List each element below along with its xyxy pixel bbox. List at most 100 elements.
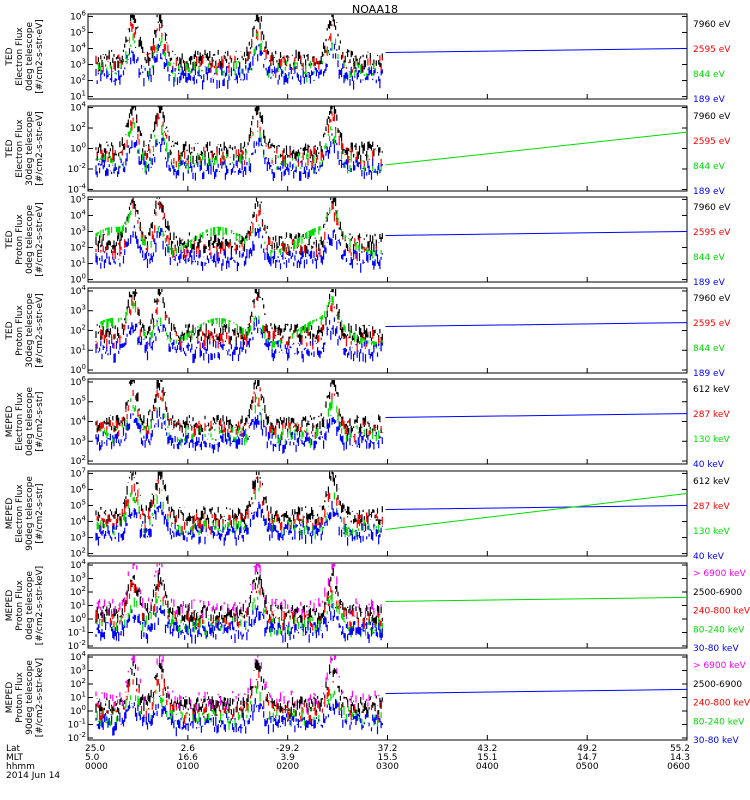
- series-trace: [95, 225, 383, 273]
- y-axis-label-line: MEPED: [5, 498, 15, 530]
- legend-entry: > 6900 keV: [693, 569, 747, 579]
- y-axis-label-line: MEPED: [5, 590, 15, 622]
- x-tick-label: 37.2: [377, 744, 397, 754]
- y-axis-label-line: [#/cm2-s-str-eV]: [35, 202, 45, 277]
- y-axis-label-line: 0deg telescope: [25, 571, 35, 641]
- series-blue: [95, 317, 383, 364]
- legend-entry: 240-800 keV: [693, 607, 750, 617]
- panel-5: 102 103 104 105 106 MEPED Electron Flux 0deg te…: [5, 375, 730, 470]
- y-tick-label: 102: [70, 241, 86, 254]
- x-axis-row-label: Lat: [6, 744, 21, 754]
- x-tick-label: 0600: [667, 762, 690, 772]
- series-trace: [95, 603, 383, 644]
- y-tick-label: 104: [70, 41, 86, 54]
- y-axis-label-line: Proton Flux: [15, 305, 25, 356]
- y-tick-label: 105: [70, 25, 86, 38]
- legend-entry: 130 keV: [693, 527, 730, 537]
- y-tick-label: 104: [70, 208, 86, 221]
- y-tick-label: 101: [70, 691, 86, 704]
- legend-entry: 80-240 keV: [693, 625, 745, 635]
- legend-entry: 2595 eV: [693, 137, 731, 147]
- y-tick-label: 107: [70, 466, 86, 479]
- legend-entry: 287 keV: [693, 502, 730, 512]
- gap-interpolation-line: [385, 504, 688, 510]
- series-trace: [95, 21, 383, 78]
- y-axis-label-line: TED: [5, 139, 15, 158]
- y-axis-label-line: 30deg telescope: [25, 293, 35, 368]
- x-tick-label: 0200: [276, 762, 299, 772]
- legend-entry: 240-800 keV: [693, 699, 750, 709]
- series-blue: [95, 695, 383, 737]
- y-tick-label: 102: [70, 677, 86, 690]
- y-tick-label: 103: [70, 664, 86, 677]
- panel-frame: [87, 105, 688, 192]
- y-tick-label: 103: [70, 572, 86, 585]
- series-blue: [95, 225, 383, 273]
- y-axis-label-line: MEPED: [5, 406, 15, 438]
- y-tick-label: 106: [70, 375, 86, 388]
- series-trace: [95, 133, 383, 181]
- y-axis-label-line: TED: [5, 321, 15, 340]
- series-trace: [95, 204, 382, 259]
- legend-entry: 2595 eV: [693, 228, 731, 238]
- series-trace: [95, 197, 383, 256]
- y-tick-label: 103: [70, 224, 86, 237]
- legend-entry: 189 eV: [693, 95, 726, 105]
- legend-entry: 189 eV: [693, 278, 726, 288]
- y-tick-label: 101: [70, 599, 86, 612]
- x-tick-label: -29.2: [276, 744, 299, 754]
- x-tick-label: 5.0: [85, 753, 100, 763]
- y-axis-label-line: 90deg telescope: [25, 476, 35, 551]
- y-tick-label: 103: [70, 531, 86, 544]
- legend-entry: 612 keV: [693, 385, 730, 395]
- gap-interpolation-line: [385, 413, 688, 419]
- panel-frame: [87, 196, 688, 283]
- legend-entry: 2595 eV: [693, 319, 731, 329]
- series-trace: [95, 695, 383, 737]
- legend-entry: 80-240 keV: [693, 717, 745, 727]
- panel-frame: [87, 287, 688, 374]
- y-axis-label-line: [#/cm2-s-str-eV]: [35, 111, 45, 186]
- y-axis-label-line: [#/cm2-s-str-keV]: [35, 658, 45, 737]
- legend-entry: 844 eV: [693, 344, 726, 354]
- gap-interpolation-line: [385, 596, 688, 602]
- y-axis-label-line: [#/cm2-s-str]: [35, 483, 45, 543]
- y-axis-label-line: TED: [5, 47, 15, 66]
- legend-entry: 40 keV: [693, 460, 725, 470]
- series-blue: [95, 43, 383, 90]
- series-trace: [100, 295, 383, 350]
- series-blue: [95, 133, 383, 181]
- y-axis-label-line: [#/cm2-s-str]: [35, 391, 45, 451]
- series-trace: [95, 43, 383, 90]
- legend-entry: 2595 eV: [693, 45, 731, 55]
- series-trace: [95, 121, 382, 176]
- y-tick-label: 100: [70, 142, 86, 155]
- legend-entry: 40 keV: [693, 552, 725, 562]
- x-tick-label: 25.0: [85, 744, 105, 754]
- legend-entry: 189 eV: [693, 187, 726, 197]
- x-tick-label: 16.6: [178, 753, 198, 763]
- x-tick-label: 0100: [176, 762, 199, 772]
- gap-interpolation-line: [385, 47, 688, 53]
- y-tick-label: 104: [70, 515, 86, 528]
- y-axis-label-line: [#/cm2-s-str-eV]: [35, 19, 45, 94]
- y-tick-label: 10-2: [68, 162, 86, 175]
- legend-entry: 30-80 keV: [693, 736, 739, 746]
- y-axis-label-line: Proton Flux: [15, 214, 25, 265]
- y-tick-label: 102: [70, 454, 86, 467]
- series-black: [95, 658, 383, 719]
- legend-entry: 130 keV: [693, 435, 730, 445]
- gap-interpolation-line: [385, 230, 688, 236]
- legend-entry: 287 keV: [693, 410, 730, 420]
- series-green: [95, 204, 382, 259]
- x-axis-row-label: MLT: [6, 753, 24, 763]
- series-trace: [95, 487, 381, 540]
- y-tick-label: 102: [70, 585, 86, 598]
- x-tick-label: 0500: [576, 762, 599, 772]
